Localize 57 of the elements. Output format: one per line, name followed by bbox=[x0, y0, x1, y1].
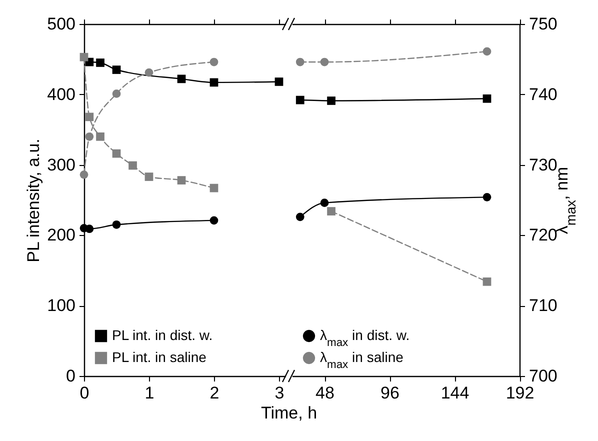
point bbox=[112, 90, 121, 98]
point bbox=[144, 172, 154, 181]
point bbox=[210, 216, 218, 225]
x-tick-label: 144 bbox=[440, 384, 470, 402]
y-tick-label: 300 bbox=[47, 155, 76, 174]
point bbox=[296, 212, 304, 222]
point bbox=[112, 149, 121, 158]
y2-tick-label: 740 bbox=[529, 84, 558, 104]
point bbox=[177, 74, 186, 84]
point bbox=[482, 47, 492, 56]
y-tick-label: 100 bbox=[47, 296, 76, 316]
point bbox=[320, 198, 329, 207]
point bbox=[112, 66, 121, 74]
legend-label: PL int. in dist. w. bbox=[112, 327, 213, 343]
y-tick-label: 400 bbox=[47, 84, 76, 104]
point bbox=[85, 112, 94, 122]
x-tick-label: 1 bbox=[144, 384, 154, 402]
point bbox=[320, 58, 329, 66]
y-tick-label: 200 bbox=[47, 226, 76, 245]
point bbox=[128, 161, 137, 170]
legend-label: λ$_{max}$ in saline bbox=[320, 349, 404, 371]
legend-label: λ$_{max}$ in dist. w. bbox=[320, 327, 410, 349]
y-tick-label: 500 bbox=[47, 14, 76, 34]
x-tick-label: 0 bbox=[80, 384, 90, 402]
point bbox=[96, 132, 104, 141]
x-tick-label: 192 bbox=[506, 384, 534, 402]
y-axis-title: PL intensity, a.u. bbox=[24, 138, 44, 262]
point bbox=[327, 207, 336, 216]
point bbox=[112, 220, 121, 229]
legend-label: PL int. in saline bbox=[112, 349, 207, 365]
x-tick-label: 48 bbox=[316, 384, 334, 402]
point bbox=[80, 52, 88, 62]
point bbox=[210, 184, 218, 192]
point bbox=[327, 96, 336, 105]
point bbox=[296, 58, 304, 66]
point bbox=[85, 224, 94, 234]
y2-tick-label: 700 bbox=[529, 366, 558, 386]
point bbox=[210, 78, 218, 87]
x-tick-label: 3 bbox=[274, 384, 284, 402]
point bbox=[96, 58, 104, 67]
point bbox=[482, 94, 492, 103]
point bbox=[144, 68, 154, 77]
y2-tick-label: 710 bbox=[529, 296, 558, 316]
point bbox=[482, 277, 492, 286]
point bbox=[177, 176, 186, 184]
y2-tick-label: 750 bbox=[529, 14, 558, 34]
point bbox=[210, 58, 218, 66]
x-axis-title: Time, h bbox=[260, 404, 318, 422]
point bbox=[80, 170, 88, 179]
point bbox=[482, 193, 492, 202]
point bbox=[85, 132, 94, 141]
y-tick-label: 0 bbox=[66, 366, 76, 386]
x-tick-label: 96 bbox=[380, 384, 400, 402]
point bbox=[274, 78, 284, 86]
point bbox=[296, 96, 304, 104]
x-tick-label: 2 bbox=[210, 384, 220, 402]
y2-tick-label: 730 bbox=[529, 155, 558, 174]
